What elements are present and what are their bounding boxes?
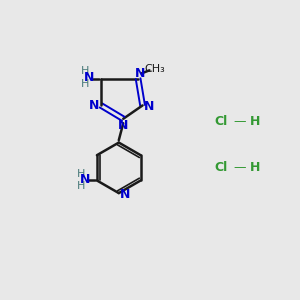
Text: H: H [250, 161, 261, 174]
Text: N: N [80, 173, 90, 186]
Text: N: N [84, 71, 94, 84]
Text: N: N [144, 100, 154, 113]
Text: H: H [76, 169, 85, 179]
Text: H: H [76, 182, 85, 191]
Text: H: H [80, 79, 89, 89]
Text: —: — [233, 115, 245, 128]
Text: N: N [134, 67, 145, 80]
Text: N: N [120, 188, 130, 201]
Text: N: N [89, 99, 100, 112]
Text: H: H [250, 115, 261, 128]
Text: Cl: Cl [215, 161, 228, 174]
Text: H: H [80, 66, 89, 76]
Text: Cl: Cl [215, 115, 228, 128]
Text: N: N [118, 119, 128, 132]
Text: —: — [233, 161, 245, 174]
Text: CH₃: CH₃ [144, 64, 165, 74]
